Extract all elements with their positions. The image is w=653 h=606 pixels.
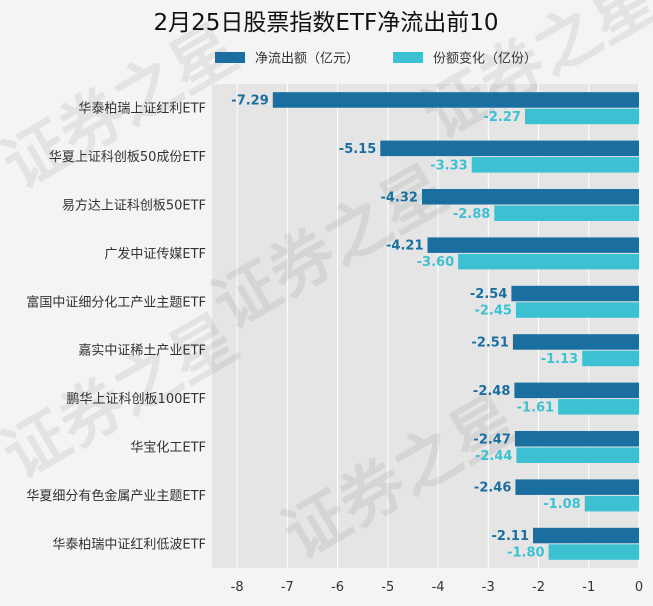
data-label-s0-2: -4.32 — [380, 190, 417, 205]
bar-s1-0 — [524, 108, 639, 125]
data-label-s1-9: -1.80 — [507, 546, 544, 561]
bar-s1-9 — [548, 544, 639, 560]
x-tick-label-7: -1 — [582, 580, 595, 595]
bar-s1-7 — [516, 447, 639, 463]
data-label-s0-0: -7.29 — [231, 93, 268, 108]
category-label-0: 华泰柏瑞上证红利ETF — [78, 101, 206, 117]
x-tick-label-3: -5 — [381, 580, 394, 595]
data-label-s1-2: -2.88 — [453, 207, 490, 222]
data-label-s1-0: -2.27 — [483, 110, 520, 125]
data-label-s1-5: -1.13 — [541, 352, 578, 367]
bar-s1-5 — [582, 350, 639, 367]
legend-swatch-1 — [393, 52, 423, 63]
data-label-s1-1: -3.33 — [430, 158, 467, 173]
bar-s0-6 — [514, 382, 639, 399]
category-label-2: 易方达上证科创板50ETF — [62, 198, 206, 214]
category-label-1: 华夏上证科创板50成份ETF — [49, 150, 206, 165]
data-label-s0-1: -5.15 — [339, 142, 376, 157]
x-tick-label-8: 0 — [635, 580, 643, 595]
category-label-6: 鹏华上证科创板100ETF — [67, 392, 206, 407]
data-label-s0-3: -4.21 — [386, 239, 423, 254]
data-label-s0-6: -2.48 — [473, 384, 510, 399]
bar-s0-5 — [512, 334, 639, 350]
bar-s0-3 — [427, 237, 639, 253]
bar-s0-9 — [533, 527, 639, 544]
data-label-s1-8: -1.08 — [543, 497, 580, 512]
category-label-7: 华宝化工ETF — [130, 441, 206, 456]
x-tick-label-2: -6 — [331, 580, 344, 595]
bar-s1-2 — [494, 205, 639, 221]
bar-s0-4 — [511, 285, 639, 302]
bar-s0-2 — [421, 189, 639, 205]
bar-s1-8 — [584, 495, 639, 512]
data-label-s0-9: -2.11 — [492, 529, 529, 544]
data-label-s0-8: -2.46 — [474, 481, 511, 496]
bar-s1-4 — [515, 302, 639, 318]
data-label-s0-5: -2.51 — [471, 335, 508, 350]
x-tick-label-6: -2 — [532, 580, 545, 595]
data-label-s1-4: -2.45 — [474, 304, 511, 319]
x-tick-label-1: -7 — [281, 580, 294, 595]
bar-s1-3 — [458, 253, 639, 270]
bar-s1-1 — [471, 157, 639, 173]
bar-s0-7 — [514, 431, 639, 447]
data-label-s1-3: -3.60 — [417, 255, 454, 270]
data-label-s1-6: -1.61 — [517, 400, 554, 415]
chart-title: 2月25日股票指数ETF净流出前10 — [154, 10, 499, 36]
data-label-s0-4: -2.54 — [470, 287, 507, 302]
category-label-4: 富国中证细分化工产业主题ETF — [26, 294, 206, 310]
bar-s1-6 — [558, 399, 639, 415]
x-tick-label-4: -4 — [432, 580, 445, 595]
bar-s0-0 — [272, 92, 639, 108]
x-tick-label-0: -8 — [231, 580, 244, 595]
category-label-5: 嘉实中证稀土产业ETF — [78, 344, 206, 359]
legend-label-1: 份额变化（亿份） — [433, 51, 537, 67]
data-label-s1-7: -2.44 — [475, 449, 512, 464]
bar-s0-8 — [515, 479, 639, 495]
x-tick-label-5: -3 — [482, 580, 495, 595]
data-label-s0-7: -2.47 — [473, 432, 510, 447]
legend-label-0: 净流出额（亿元） — [255, 52, 359, 67]
category-label-8: 华夏细分有色金属产业主题ETF — [26, 488, 206, 504]
legend-swatch-0 — [215, 52, 245, 63]
category-label-9: 华泰柏瑞中证红利低波ETF — [52, 536, 206, 552]
category-label-3: 广发中证传媒ETF — [104, 246, 206, 262]
bar-s0-1 — [380, 140, 639, 157]
